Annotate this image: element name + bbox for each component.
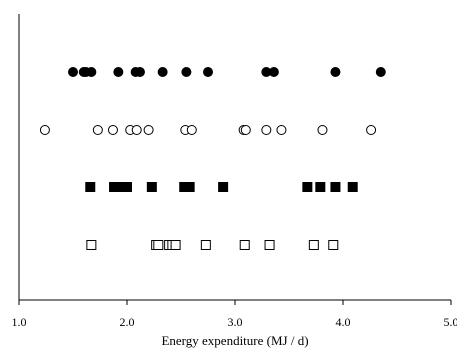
filled-circle-point	[330, 67, 341, 77]
open-square-point	[328, 240, 339, 250]
open-circle-point	[317, 125, 328, 135]
open-square-point	[153, 240, 164, 250]
open-square-point	[200, 240, 211, 250]
open-circle-point	[276, 125, 287, 135]
open-circle-point	[143, 125, 154, 135]
filled-circle-point	[375, 67, 386, 77]
x-axis-ticks	[18, 300, 452, 305]
open-square-point	[308, 240, 319, 250]
open-square-point	[264, 240, 275, 250]
open-circle-point	[186, 125, 197, 135]
filled-square-point	[184, 182, 195, 192]
open-square-point	[170, 240, 181, 250]
filled-circle-point	[134, 67, 145, 77]
x-tick-label: 3.0	[228, 315, 243, 329]
filled-circle-point	[157, 67, 168, 77]
filled-circle-point	[268, 67, 279, 77]
filled-square-point	[146, 182, 157, 192]
x-tick-label: 5.0	[444, 315, 457, 329]
data-points	[39, 67, 386, 250]
filled-square-point	[330, 182, 341, 192]
filled-square-point	[109, 182, 120, 192]
filled-square-point	[218, 182, 229, 192]
open-circle-point	[366, 125, 377, 135]
filled-square-point	[85, 182, 96, 192]
filled-circle-point	[86, 67, 97, 77]
filled-square-point	[122, 182, 132, 192]
filled-circle-point	[181, 67, 192, 77]
filled-circle-point	[68, 67, 78, 77]
x-axis-title: Energy expenditure (MJ / d)	[161, 333, 308, 348]
open-square-point	[239, 240, 250, 250]
x-tick-label: 1.0	[12, 315, 27, 329]
filled-circle-point	[113, 67, 124, 77]
filled-square-point	[302, 182, 313, 192]
open-square-point	[86, 240, 97, 250]
filled-square-point	[347, 182, 358, 192]
x-tick-label: 2.0	[120, 315, 135, 329]
open-circle-point	[261, 125, 272, 135]
open-circle-point	[92, 125, 103, 135]
open-circle-point	[131, 125, 142, 135]
open-circle-point	[240, 125, 251, 135]
filled-square-point	[315, 182, 326, 192]
x-tick-label: 4.0	[336, 315, 351, 329]
x-axis-tick-labels: 1.0 2.0 3.0 4.0 5.0	[12, 315, 457, 329]
open-circle-point	[39, 125, 50, 135]
open-circle-point	[107, 125, 118, 135]
filled-circle-point	[203, 67, 213, 77]
